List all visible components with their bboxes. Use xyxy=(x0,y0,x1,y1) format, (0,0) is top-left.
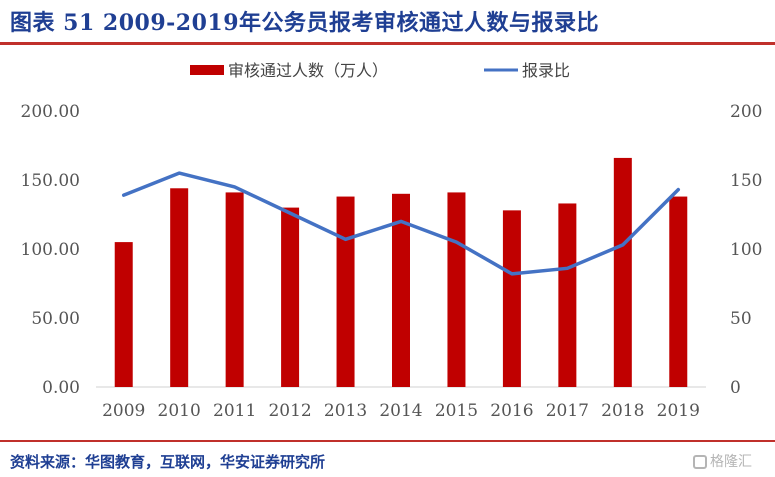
watermark: 格隆汇 xyxy=(693,451,752,473)
bar-2011 xyxy=(225,192,244,387)
bar-2015 xyxy=(447,192,466,387)
x-tick-label: 2014 xyxy=(379,401,422,421)
y-right-tick-label: 100 xyxy=(730,240,762,260)
legend: 审核通过人数（万人） 报录比 xyxy=(190,61,570,80)
combo-chart: 审核通过人数（万人） 报录比 0.00 50.00 100.00 150.00 200.… xyxy=(21,61,763,421)
bar-series xyxy=(114,157,688,387)
chart-title: 图表 51 2009-2019年公务员报考审核通过人数与报录比 xyxy=(10,10,600,36)
bar-2013 xyxy=(336,196,355,387)
x-tick-label: 2009 xyxy=(102,401,145,421)
x-tick-label: 2013 xyxy=(324,401,367,421)
x-tick-label: 2011 xyxy=(213,401,256,421)
footer-divider xyxy=(0,440,775,442)
y-left-tick-label: 50.00 xyxy=(31,309,80,329)
legend-line-label: 报录比 xyxy=(522,61,570,80)
bar-2017 xyxy=(558,203,577,387)
axes: 0.00 50.00 100.00 150.00 200.00 0 50 100 150 200 2… xyxy=(21,102,763,421)
y-right-tick-label: 50 xyxy=(730,309,752,329)
source-note: 资料来源：华图教育，互联网，华安证券研究所 xyxy=(10,453,326,471)
bar-2010 xyxy=(170,188,189,387)
y-left-tick-label: 0.00 xyxy=(42,378,80,398)
y-left-tick-label: 150.00 xyxy=(21,171,80,191)
title-divider xyxy=(0,42,775,45)
y-right-tick-label: 0 xyxy=(730,378,741,398)
x-tick-label: 2012 xyxy=(268,401,311,421)
bar-2019 xyxy=(669,196,688,387)
bar-2009 xyxy=(114,242,133,387)
x-tick-label: 2015 xyxy=(435,401,478,421)
x-tick-label: 2016 xyxy=(490,401,533,421)
bar-2016 xyxy=(502,210,521,387)
y-right-tick-label: 200 xyxy=(730,102,762,122)
line-series xyxy=(121,171,681,276)
watermark-text: 格隆汇 xyxy=(710,454,752,470)
x-tick-label: 2019 xyxy=(657,401,700,421)
legend-bar-swatch xyxy=(190,65,224,75)
legend-bar-label: 审核通过人数（万人） xyxy=(228,61,388,80)
y-left-tick-label: 200.00 xyxy=(21,102,80,122)
x-tick-label: 2010 xyxy=(158,401,201,421)
x-tick-label: 2018 xyxy=(601,401,644,421)
x-tick-label: 2017 xyxy=(546,401,589,421)
watermark-logo-icon xyxy=(693,455,707,469)
y-right-tick-label: 150 xyxy=(730,171,762,191)
bar-2012 xyxy=(281,207,300,387)
bar-2018 xyxy=(613,157,632,387)
y-left-tick-label: 100.00 xyxy=(21,240,80,260)
bar-2014 xyxy=(392,193,410,387)
